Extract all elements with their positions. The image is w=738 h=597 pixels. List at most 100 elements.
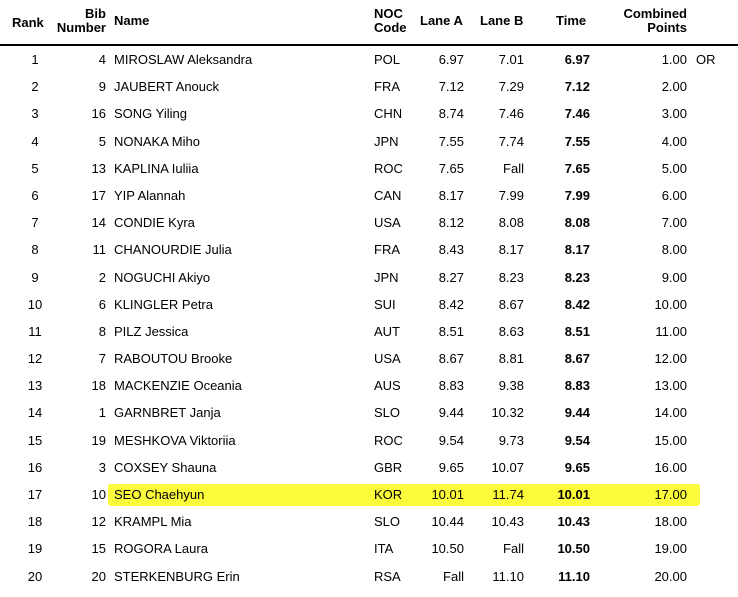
athlete-name-cell: MACKENZIE Oceania [114, 378, 242, 394]
time-cell: 8.42 [564, 296, 590, 312]
combined-points-cell: 12.00 [654, 351, 687, 367]
bib-cell: 2 [98, 269, 106, 285]
lane-a-cell: 10.01 [431, 487, 464, 502]
lane-b-header: Lane B [480, 13, 524, 28]
rank-cell: 3 [31, 106, 39, 122]
combined-points-cell: 18.00 [654, 514, 687, 530]
noc-code-cell: GBR [374, 459, 403, 475]
time-cell: 11.10 [558, 568, 590, 584]
bib-cell: 15 [91, 541, 106, 557]
bib-cell: 3 [98, 459, 106, 475]
time-cell: 9.54 [564, 432, 590, 448]
time-cell: 8.08 [564, 215, 590, 231]
time-cell: 6.97 [564, 52, 590, 67]
rank-cell: 13 [27, 378, 43, 394]
rank-cell: 9 [31, 269, 39, 285]
table-row: 12 7 RABOUTOU Brooke USA 8.67 8.81 8.67 12.00 [0, 345, 738, 372]
athlete-name-cell: SONG Yiling [114, 106, 187, 122]
rank-cell: 5 [31, 160, 39, 176]
noc-code-cell: JPN [374, 133, 399, 149]
noc-code-cell: JPN [374, 269, 399, 285]
time-cell: 8.83 [564, 378, 590, 394]
bib-cell: 17 [91, 187, 106, 203]
noc-code-cell: AUT [374, 323, 400, 339]
table-row: 17 10 SEO Chaehyun KOR 10.01 11.74 10.01 17.00 [0, 481, 738, 508]
lane-a-cell: 8.42 [438, 296, 464, 312]
time-cell: 7.99 [564, 187, 590, 203]
athlete-name-cell: NOGUCHI Akiyo [114, 269, 211, 285]
noc-code-cell: SLO [374, 405, 401, 421]
bib-cell: 11 [92, 242, 107, 258]
lane-a-cell: Fall [443, 568, 464, 584]
lane-a-cell: 9.65 [438, 459, 464, 475]
rank-cell: 18 [27, 514, 43, 530]
lane-a-cell: 10.50 [431, 541, 464, 557]
lane-b-cell: 9.38 [498, 378, 524, 394]
combined-points-cell: 14.00 [654, 405, 687, 421]
noc-code-cell: USA [374, 351, 401, 367]
combined-points-cell: 4.00 [661, 133, 687, 149]
combined-points-cell: 13.00 [654, 378, 687, 394]
combined-points-cell: 5.00 [661, 160, 687, 176]
athlete-name-cell: CONDIE Kyra [114, 215, 195, 231]
table-row: 13 18 MACKENZIE Oceania AUS 8.83 9.38 8.83 13.0… [0, 372, 738, 399]
lane-b-cell: 10.07 [491, 459, 524, 475]
bib-cell: 1 [98, 405, 106, 421]
time-header: Time [556, 13, 587, 28]
table-row: 3 16 SONG Yiling CHN 8.74 7.46 7.46 3.00 [0, 100, 738, 127]
rank-cell: 7 [31, 215, 39, 231]
table-row: 7 14 CONDIE Kyra USA 8.12 8.08 8.08 7.00 [0, 209, 738, 236]
noc-code-cell: KOR [374, 487, 403, 502]
bib-cell: 9 [98, 79, 106, 95]
rank-cell: 2 [31, 79, 39, 95]
combined-points-cell: 6.00 [661, 187, 687, 203]
time-cell: 10.43 [557, 514, 590, 530]
lane-a-cell: 8.67 [438, 351, 464, 367]
athlete-name-cell: SEO Chaehyun [114, 487, 205, 502]
bib-cell: 5 [98, 133, 106, 149]
table-row: 8 11 CHANOURDIE Julia FRA 8.43 8.17 8.17 8.00 [0, 236, 738, 263]
table-row: 6 17 YIP Alannah CAN 8.17 7.99 7.99 6.00 [0, 182, 738, 209]
rank-cell: 11 [28, 323, 42, 339]
lane-a-cell: 9.44 [438, 405, 464, 421]
athlete-name-cell: STERKENBURG Erin [114, 568, 240, 584]
combined-points-cell: 2.00 [661, 79, 687, 95]
athlete-name-cell: COXSEY Shauna [114, 459, 217, 475]
table-row: 10 6 KLINGLER Petra SUI 8.42 8.67 8.42 10.00 [0, 291, 738, 318]
time-cell: 7.46 [564, 106, 590, 122]
combined-points-cell: 15.00 [654, 432, 687, 448]
lane-b-cell: Fall [503, 160, 524, 176]
combined-points-cell: 17.00 [654, 487, 687, 502]
noc-code-cell: AUS [374, 378, 401, 394]
table-row: 15 19 MESHKOVA Viktoriia ROC 9.54 9.73 9.54 15.… [0, 427, 738, 454]
record-cell: OR [696, 52, 716, 67]
athlete-name-cell: PILZ Jessica [114, 323, 189, 339]
lane-a-cell: 8.43 [438, 242, 464, 258]
lane-a-cell: 7.55 [438, 133, 464, 149]
rank-cell: 20 [27, 568, 43, 584]
bib-cell: 18 [91, 378, 106, 394]
name-header: Name [114, 13, 150, 28]
time-cell: 7.55 [564, 133, 590, 149]
rank-cell: 6 [31, 187, 39, 203]
combined-points-cell: 8.00 [661, 242, 687, 258]
combined-points-cell: 7.00 [661, 215, 687, 231]
lane-b-cell: 7.29 [498, 79, 524, 95]
rank-cell: 17 [27, 487, 43, 502]
rank-cell: 10 [27, 296, 43, 312]
noc-code-cell: ROC [374, 432, 403, 448]
noc-code-cell: CHN [374, 106, 403, 122]
lane-b-cell: 10.32 [491, 405, 524, 421]
lane-b-cell: 7.46 [498, 106, 524, 122]
athlete-name-cell: GARNBRET Janja [114, 405, 221, 421]
table-row: 1 4 MIROSLAW Aleksandra POL 6.97 7.01 6.97 1.00… [0, 46, 738, 73]
lane-a-cell: 8.51 [438, 323, 464, 339]
combined-points-cell: 11.00 [655, 323, 687, 339]
rank-cell: 4 [31, 133, 39, 149]
athlete-name-cell: MIROSLAW Aleksandra [114, 52, 253, 67]
results-table-body: 1 4 MIROSLAW Aleksandra POL 6.97 7.01 6.97 1.00… [0, 46, 738, 590]
time-cell: 7.12 [564, 79, 590, 95]
athlete-name-cell: JAUBERT Anouck [114, 79, 220, 95]
combined-points-cell: 10.00 [654, 296, 687, 312]
noc-code-cell: CAN [374, 187, 402, 203]
